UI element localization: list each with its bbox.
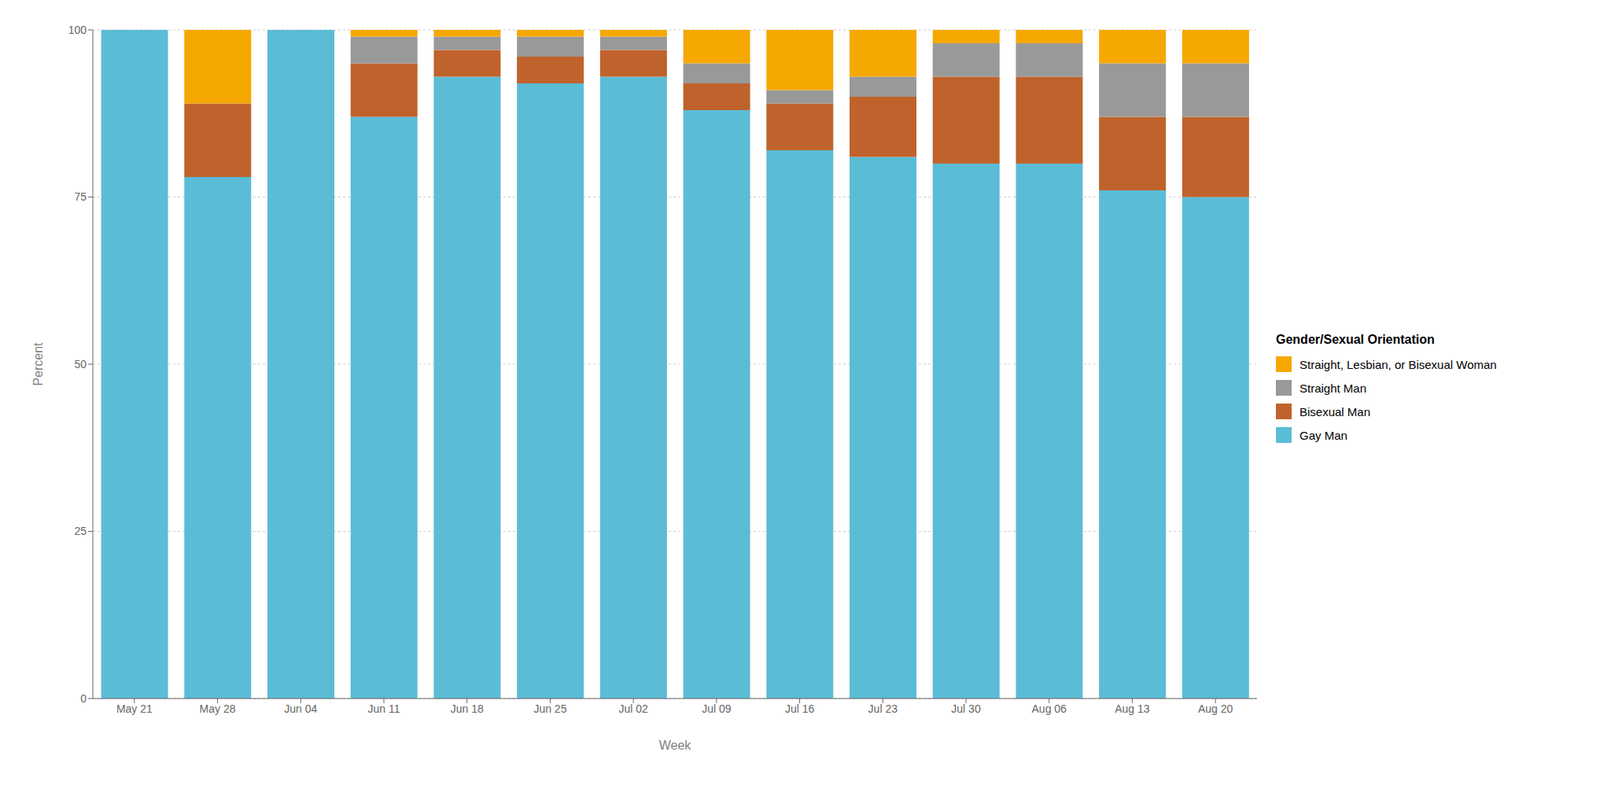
svg-text:50: 50 (73, 357, 87, 371)
svg-text:Jun 18: Jun 18 (450, 702, 484, 716)
svg-text:Jun 11: Jun 11 (368, 702, 401, 716)
html-text:Straight, Lesbian, or Bisexual: Straight, Lesbian, or Bisexual Woman (1299, 357, 1497, 371)
svg-text:May 21: May 21 (116, 702, 153, 716)
svg-text:Jun 25: Jun 25 (533, 702, 567, 716)
html-text:Gay Man: Gay Man (1299, 428, 1348, 442)
svg-text:Aug 20: Aug 20 (1198, 702, 1234, 716)
svg-text:Jul 02: Jul 02 (618, 702, 649, 716)
svg-text:Jun 04: Jun 04 (283, 702, 318, 716)
svg-text:Jul 30: Jul 30 (951, 702, 981, 716)
svg-text:100: 100 (68, 23, 88, 37)
svg-text:0: 0 (80, 692, 87, 705)
svg-text:75: 75 (73, 190, 87, 203)
svg-text:25: 25 (73, 524, 87, 538)
svg-text:Jul 09: Jul 09 (701, 702, 732, 716)
svg-text:Aug 13: Aug 13 (1114, 702, 1151, 716)
html-text:Gender/Sexual Orientation: Gender/Sexual Orientation (1275, 332, 1435, 347)
html-text:Bisexual Man: Bisexual Man (1299, 404, 1371, 419)
svg-text:Jul 16: Jul 16 (785, 702, 815, 716)
svg-text:Aug 06: Aug 06 (1032, 702, 1068, 716)
svg-text:Week: Week (659, 738, 693, 753)
svg-text:Jul 23: Jul 23 (868, 702, 899, 716)
html-text:Straight Man: Straight Man (1299, 381, 1367, 395)
svg-text:Percent: Percent (31, 342, 45, 387)
svg-text:May 28: May 28 (199, 702, 236, 716)
